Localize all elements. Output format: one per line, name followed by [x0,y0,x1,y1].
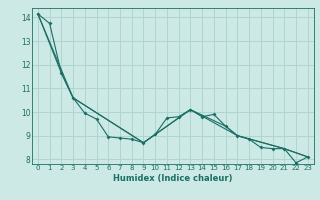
X-axis label: Humidex (Indice chaleur): Humidex (Indice chaleur) [113,174,233,183]
